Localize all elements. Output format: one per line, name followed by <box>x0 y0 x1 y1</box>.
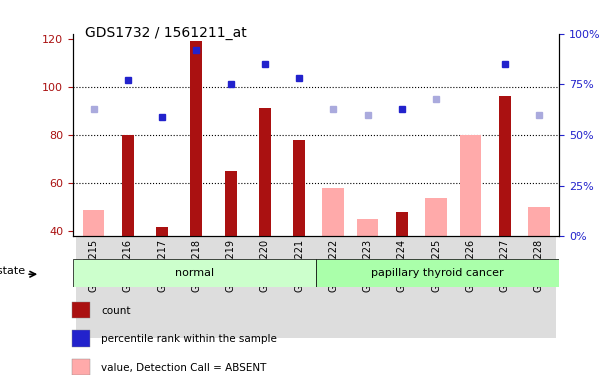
Text: count: count <box>101 306 131 315</box>
Bar <box>247 236 282 338</box>
Bar <box>322 188 344 236</box>
Bar <box>213 236 247 338</box>
Bar <box>73 259 316 287</box>
Bar <box>282 236 316 338</box>
Bar <box>72 330 90 346</box>
Bar <box>293 140 305 236</box>
Bar <box>72 302 90 318</box>
Bar <box>396 212 408 236</box>
Bar <box>316 259 559 287</box>
Text: percentile rank within the sample: percentile rank within the sample <box>101 334 277 344</box>
Bar <box>77 236 111 338</box>
Bar <box>122 135 134 236</box>
Bar <box>316 236 350 338</box>
Bar <box>111 236 145 338</box>
Bar <box>83 210 105 236</box>
Bar <box>179 236 213 338</box>
Bar <box>528 207 550 236</box>
Bar <box>72 358 90 375</box>
Bar <box>224 171 237 236</box>
Text: value, Detection Call = ABSENT: value, Detection Call = ABSENT <box>101 363 266 372</box>
Bar <box>425 198 447 236</box>
Bar <box>460 135 481 236</box>
Bar <box>385 236 419 338</box>
Bar <box>357 219 378 236</box>
Text: papillary thyroid cancer: papillary thyroid cancer <box>371 268 504 278</box>
Bar <box>419 236 453 338</box>
Bar <box>259 108 271 236</box>
Bar <box>145 236 179 338</box>
Bar <box>499 96 511 236</box>
Bar <box>156 226 168 236</box>
Text: GDS1732 / 1561211_at: GDS1732 / 1561211_at <box>85 26 247 40</box>
Text: disease state: disease state <box>0 266 26 276</box>
Bar <box>190 41 202 236</box>
Bar <box>488 236 522 338</box>
Bar <box>453 236 488 338</box>
Bar <box>350 236 385 338</box>
Bar <box>522 236 556 338</box>
Text: normal: normal <box>175 268 214 278</box>
